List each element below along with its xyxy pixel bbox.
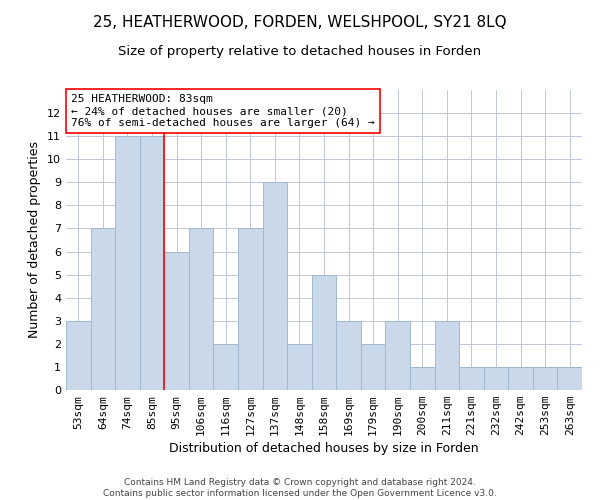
Bar [336, 321, 361, 390]
Bar [459, 367, 484, 390]
Text: Contains HM Land Registry data © Crown copyright and database right 2024.
Contai: Contains HM Land Registry data © Crown c… [103, 478, 497, 498]
Bar [287, 344, 312, 390]
Text: 25, HEATHERWOOD, FORDEN, WELSHPOOL, SY21 8LQ: 25, HEATHERWOOD, FORDEN, WELSHPOOL, SY21… [93, 15, 507, 30]
Bar [385, 321, 410, 390]
Bar [164, 252, 189, 390]
Bar [557, 367, 582, 390]
Bar [263, 182, 287, 390]
Bar [189, 228, 214, 390]
X-axis label: Distribution of detached houses by size in Forden: Distribution of detached houses by size … [169, 442, 479, 456]
Bar [214, 344, 238, 390]
Bar [140, 136, 164, 390]
Bar [361, 344, 385, 390]
Text: Size of property relative to detached houses in Forden: Size of property relative to detached ho… [118, 45, 482, 58]
Bar [434, 321, 459, 390]
Bar [533, 367, 557, 390]
Bar [115, 136, 140, 390]
Bar [312, 274, 336, 390]
Bar [91, 228, 115, 390]
Bar [238, 228, 263, 390]
Bar [66, 321, 91, 390]
Bar [410, 367, 434, 390]
Bar [508, 367, 533, 390]
Text: 25 HEATHERWOOD: 83sqm
← 24% of detached houses are smaller (20)
76% of semi-deta: 25 HEATHERWOOD: 83sqm ← 24% of detached … [71, 94, 375, 128]
Bar [484, 367, 508, 390]
Y-axis label: Number of detached properties: Number of detached properties [28, 142, 41, 338]
